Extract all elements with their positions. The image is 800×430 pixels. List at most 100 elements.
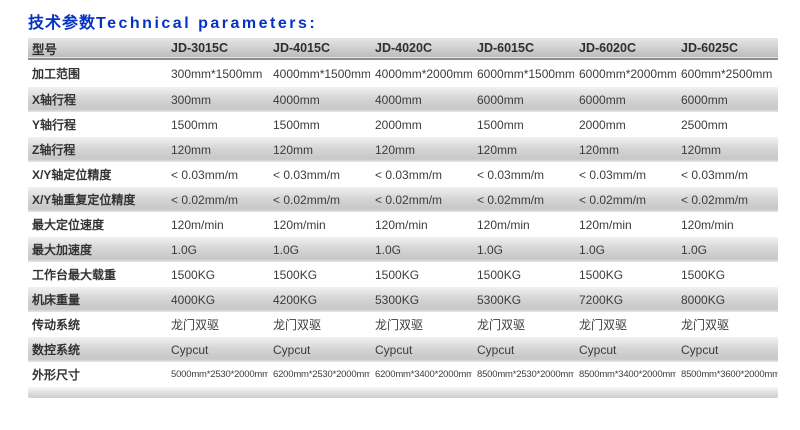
cell-value: 8000KG [681, 292, 726, 307]
row-label: 最大加速度 [32, 243, 93, 257]
cell-value: 6000mm*2000mm [579, 66, 676, 81]
cell-value: 120mm [477, 142, 518, 157]
cell-value: 5300KG [375, 292, 420, 307]
cell-value: < 0.02mm/m [579, 192, 647, 207]
cell-value: 1500KG [171, 267, 216, 282]
spec-table: 型号 JD-3015C JD-4015C JD-4020C JD-6015C JD-60… [28, 38, 778, 387]
cell-value: 8500mm*3600*2000mm [681, 369, 778, 380]
row-label: 工作台最大载重 [32, 268, 117, 282]
table-row: Z轴行程 120mm 120mm 120mm 120mm 120mm 120mm [28, 137, 778, 162]
cell-value: 8500mm*3400*2000mm [579, 369, 676, 380]
cell-value: 6000mm [579, 92, 626, 107]
table-row: 工作台最大载重 1500KG 1500KG 1500KG 1500KG 1500KG 150… [28, 262, 778, 287]
cell-value: < 0.02mm/m [477, 192, 545, 207]
row-label: 最大定位速度 [32, 218, 105, 232]
cell-value: 1.0G [579, 242, 606, 257]
cell-value: 120m/min [681, 217, 734, 232]
cell-value: 1500KG [579, 267, 624, 282]
cell-value: 1.0G [477, 242, 504, 257]
cell-value: 龙门双驱 [273, 318, 322, 332]
cell-value: 120mm [273, 142, 314, 157]
cell-value: < 0.02mm/m [171, 192, 239, 207]
cell-value: < 0.02mm/m [375, 192, 443, 207]
cell-value: 龙门双驱 [477, 318, 526, 332]
cell-value: 120m/min [273, 217, 326, 232]
cell-value: 8500mm*2530*2000mm [477, 369, 574, 380]
table-row: 最大定位速度 120m/min 120m/min 120m/min 120m/min 12… [28, 212, 778, 237]
cell-value: 4000mm*2000mm [375, 66, 472, 81]
header-model-cell: JD-6015C [477, 41, 534, 55]
cell-value: 6200mm*3400*2000mm [375, 369, 472, 380]
cell-value: 5300KG [477, 292, 522, 307]
cell-value: 龙门双驱 [171, 318, 220, 332]
page-title-chinese: 技术参数 [28, 15, 97, 32]
cell-value: Cypcut [579, 342, 617, 357]
cell-value: 600mm*2500mm [681, 66, 773, 81]
cell-value: 1.0G [171, 242, 198, 257]
table-row: 数控系统 Cypcut Cypcut Cypcut Cypcut Cypcut Cypcut [28, 337, 778, 362]
cell-value: 120mm [171, 142, 212, 157]
cell-value: < 0.03mm/m [171, 167, 239, 182]
cell-value: 1.0G [681, 242, 708, 257]
cell-value: 1500KG [273, 267, 318, 282]
table-row: 加工范围 300mm*1500mm 4000mm*1500mm 4000mm*2000… [28, 59, 778, 87]
cell-value: Cypcut [477, 342, 515, 357]
row-label: 传动系统 [32, 318, 81, 332]
table-row: 传动系统 龙门双驱 龙门双驱 龙门双驱 龙门双驱 龙门双驱 龙门双驱 [28, 312, 778, 337]
cell-value: < 0.02mm/m [681, 192, 749, 207]
cell-value: < 0.03mm/m [375, 167, 443, 182]
cell-value: 龙门双驱 [375, 318, 424, 332]
cell-value: Cypcut [375, 342, 413, 357]
cell-value: 7200KG [579, 292, 624, 307]
page-title: 技术参数Technical parameters: [28, 9, 317, 33]
row-label: X/Y轴定位精度 [32, 168, 112, 182]
header-model-cell: JD-3015C [171, 41, 228, 55]
cell-value: 120m/min [579, 217, 632, 232]
cell-value: 2000mm [579, 117, 626, 132]
row-label: 数控系统 [32, 343, 81, 357]
cell-value: 120m/min [171, 217, 224, 232]
cell-value: 2500mm [681, 117, 728, 132]
table-row: 机床重量 4000KG 4200KG 5300KG 5300KG 7200KG 8000KG [28, 287, 778, 312]
table-row: 外形尺寸 5000mm*2530*2000mm 6200mm*2530*2000mm… [28, 362, 778, 387]
header-model-cell: JD-4020C [375, 41, 432, 55]
header-model-cell: JD-6025C [681, 41, 738, 55]
page-title-english: Technical parameters: [96, 15, 318, 32]
cell-value: 6000mm [681, 92, 728, 107]
cell-value: 1500KG [375, 267, 420, 282]
cell-value: 120m/min [375, 217, 428, 232]
cell-value: 1.0G [273, 242, 300, 257]
cell-value: 120mm [579, 142, 620, 157]
spec-table-body: 加工范围 300mm*1500mm 4000mm*1500mm 4000mm*2000… [28, 59, 778, 387]
cell-value: 6000mm [477, 92, 524, 107]
row-label: 机床重量 [32, 293, 81, 307]
cell-value: 1500mm [171, 117, 218, 132]
cell-value: 4000KG [171, 292, 216, 307]
cell-value: 300mm [171, 92, 212, 107]
cell-value: 4000mm [273, 92, 320, 107]
cell-value: 1500KG [477, 267, 522, 282]
row-label: Z轴行程 [32, 143, 76, 157]
cell-value: < 0.03mm/m [477, 167, 545, 182]
header-model-cell: JD-4015C [273, 41, 330, 55]
cell-value: 5000mm*2530*2000mm [171, 369, 268, 380]
cell-value: < 0.03mm/m [579, 167, 647, 182]
cell-value: 1500mm [477, 117, 524, 132]
row-label: Y轴行程 [32, 118, 77, 132]
table-row: X/Y轴定位精度 < 0.03mm/m < 0.03mm/m < 0.03mm/m < … [28, 162, 778, 187]
row-label: 加工范围 [32, 67, 81, 81]
cell-value: Cypcut [681, 342, 719, 357]
cell-value: < 0.02mm/m [273, 192, 341, 207]
table-row: X轴行程 300mm 4000mm 4000mm 6000mm 6000mm 6000mm [28, 87, 778, 112]
cell-value: 1500mm [273, 117, 320, 132]
table-header-row: 型号 JD-3015C JD-4015C JD-4020C JD-6015C JD-60… [28, 38, 778, 59]
cell-value: 6000mm*1500mm [477, 66, 574, 81]
cell-value: 120m/min [477, 217, 530, 232]
cell-value: 4000mm [375, 92, 422, 107]
cell-value: < 0.03mm/m [681, 167, 749, 182]
cell-value: 1500KG [681, 267, 726, 282]
table-footer-bar [28, 387, 778, 398]
row-label: X轴行程 [32, 93, 77, 107]
cell-value: 2000mm [375, 117, 422, 132]
